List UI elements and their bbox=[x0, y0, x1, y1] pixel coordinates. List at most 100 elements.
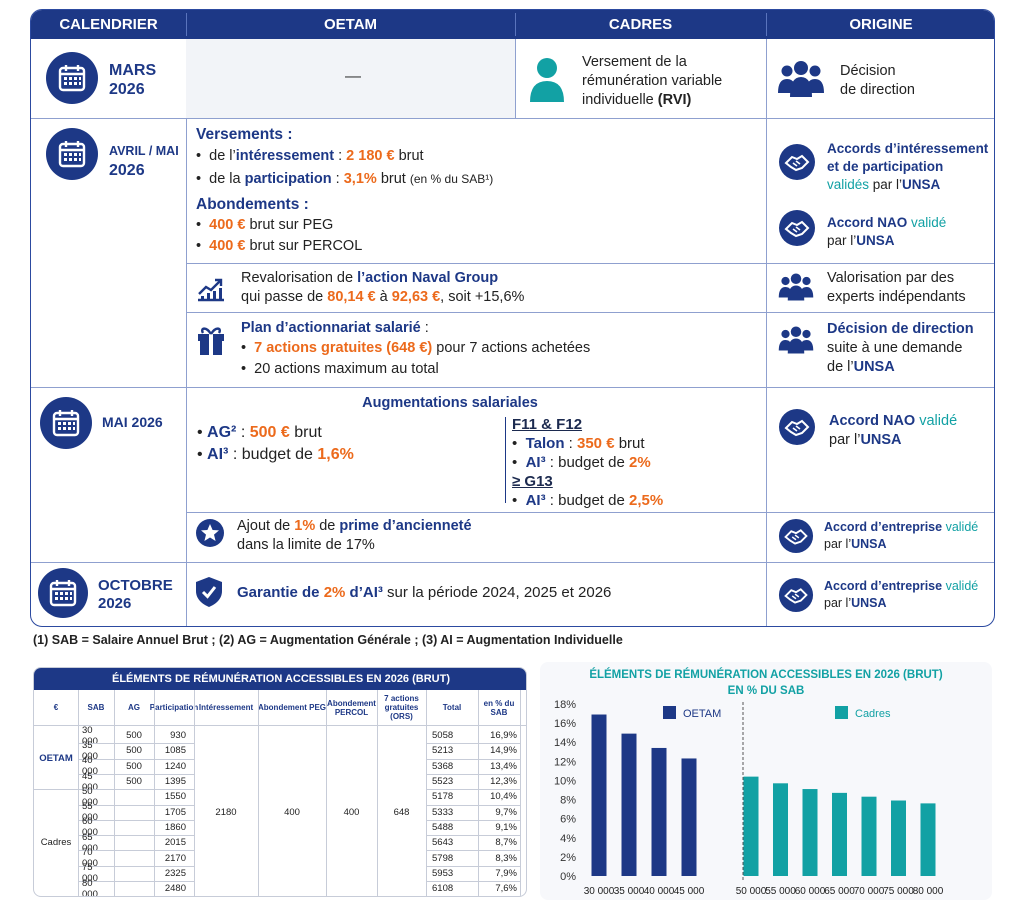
augmentations-title: Augmentations salariales bbox=[362, 395, 538, 411]
table-group-line bbox=[34, 789, 78, 791]
text: 2% bbox=[323, 584, 346, 601]
table-header-cell: Total bbox=[442, 703, 462, 712]
x-tick-label: 30 000 bbox=[584, 886, 615, 897]
origine-text: Décision de direction suite à une demand… bbox=[827, 320, 974, 377]
footnote: (1) SAB = Salaire Annuel Brut ; (2) AG =… bbox=[33, 633, 623, 647]
table-row-line bbox=[78, 865, 194, 867]
pct-cell: 7,9% bbox=[495, 867, 517, 879]
table-row-line bbox=[78, 804, 194, 806]
pct-cell: 10,4% bbox=[490, 791, 517, 803]
calendar-icon bbox=[38, 568, 88, 618]
table-col-line bbox=[520, 690, 521, 896]
text: sur la période 2024, 2025 et 2026 bbox=[382, 584, 612, 601]
origine-text: Accord NAO validé par l’UNSA bbox=[827, 214, 946, 250]
text: par l’ bbox=[824, 537, 852, 551]
grade-title: F11 & F12 bbox=[512, 416, 583, 433]
table-header-cell: € bbox=[53, 703, 59, 712]
person-icon bbox=[528, 56, 566, 107]
calendar-icon bbox=[46, 52, 98, 104]
total-cell: 5488 bbox=[432, 821, 454, 833]
x-tick-label: 35 000 bbox=[614, 886, 645, 897]
month-name: AVRIL / MAI bbox=[109, 144, 179, 158]
table-row-line bbox=[78, 819, 194, 821]
participation-cell: 930 bbox=[170, 730, 186, 742]
text: UNSA bbox=[851, 537, 887, 551]
table-header-cell: AG bbox=[128, 703, 140, 712]
sab-cell: 80 000 bbox=[82, 877, 98, 897]
text: par l’ bbox=[824, 596, 852, 610]
text: 500 € bbox=[249, 424, 290, 441]
origine-text: Valorisation par des experts indépendant… bbox=[827, 269, 966, 307]
chart-subtitle: EN % DU SAB bbox=[727, 685, 805, 697]
ag-cell: 500 bbox=[126, 745, 142, 757]
table-col-line bbox=[78, 690, 79, 896]
bar bbox=[773, 783, 788, 876]
ag-cell bbox=[114, 866, 154, 881]
origine-text: Accord d’entreprise validé par l’UNSA bbox=[824, 578, 978, 612]
text: de l’ bbox=[209, 148, 236, 164]
plan-item: • 20 actions maximum au total bbox=[241, 361, 439, 377]
empty-dash: — bbox=[345, 68, 361, 85]
participation-cell: 1240 bbox=[164, 760, 186, 772]
text: AI³ bbox=[207, 446, 229, 463]
handshake-icon bbox=[778, 408, 816, 451]
total-cell: 5643 bbox=[432, 837, 454, 849]
table-row-line bbox=[78, 881, 194, 882]
bar bbox=[891, 800, 906, 876]
text: 1% bbox=[294, 518, 316, 534]
origine-line: par l’UNSA bbox=[824, 595, 978, 612]
row-divider bbox=[31, 118, 994, 119]
garantie-text: Garantie de 2% d’AI³ sur la période 2024… bbox=[237, 584, 611, 601]
origine-line: par l’UNSA bbox=[824, 536, 978, 553]
gift-icon bbox=[196, 324, 226, 361]
plan-list: • 7 actions gratuites (648 €) pour 7 act… bbox=[241, 339, 590, 379]
origine-line: Décision bbox=[840, 63, 896, 79]
row-divider bbox=[186, 263, 994, 264]
versement-item: • de l’intéressement : 2 180 € brut bbox=[196, 148, 424, 164]
row-divider bbox=[186, 312, 994, 313]
oetam-aug-list: • AG² : 500 € brut • AI³ : budget de 1,6… bbox=[197, 422, 354, 466]
text: AI³ bbox=[525, 492, 546, 509]
text: : bbox=[564, 435, 577, 452]
text: validé bbox=[907, 215, 947, 230]
total-cell: 5798 bbox=[432, 852, 454, 864]
text: l’action Naval Group bbox=[357, 270, 499, 286]
table-row-line bbox=[78, 789, 194, 791]
empty-oetam-cell bbox=[186, 39, 515, 118]
x-tick-label: 45 000 bbox=[674, 886, 705, 897]
grade-title: ≥ G13 bbox=[512, 473, 553, 490]
table-row-line bbox=[78, 758, 194, 760]
star-badge-icon bbox=[195, 518, 225, 553]
origine-line: et de participation bbox=[827, 159, 944, 174]
month-name: OCTOBRE bbox=[98, 577, 173, 594]
header-oetam: OETAM bbox=[323, 16, 378, 33]
table-col-line bbox=[426, 690, 427, 896]
table-row-line bbox=[426, 804, 520, 806]
month-label: MARS 2026 bbox=[109, 61, 156, 99]
rvi-text: Versement de la rémunération variable in… bbox=[582, 53, 742, 110]
text: UNSA bbox=[856, 233, 895, 248]
pct-cell: 7,6% bbox=[495, 883, 517, 895]
shield-check-icon bbox=[195, 576, 223, 613]
total-cell: 6108 bbox=[432, 883, 454, 895]
origine-line: Accord d’entreprise validé bbox=[824, 578, 978, 595]
handshake-icon bbox=[778, 577, 814, 618]
table-header-cell: Abondement PEG bbox=[258, 703, 327, 712]
text: participation bbox=[244, 171, 332, 187]
column-divider bbox=[515, 39, 516, 118]
y-tick-label: 16% bbox=[554, 718, 576, 730]
text: brut bbox=[394, 148, 424, 164]
text: brut bbox=[614, 435, 645, 452]
legend-swatch bbox=[663, 706, 676, 719]
table-col-line bbox=[114, 690, 115, 896]
header-divider bbox=[515, 13, 516, 36]
table-header-cell: SAB bbox=[87, 703, 105, 712]
origine-line: suite à une demande bbox=[827, 340, 963, 356]
table-header-cell: Intéressement bbox=[198, 703, 254, 712]
text: par l’ bbox=[869, 177, 903, 192]
participation-cell: 2015 bbox=[164, 837, 186, 849]
text: AI³ bbox=[525, 454, 546, 471]
y-tick-label: 0% bbox=[560, 871, 576, 883]
ag-cell bbox=[114, 850, 154, 865]
header-calendrier: CALENDRIER bbox=[59, 16, 158, 33]
